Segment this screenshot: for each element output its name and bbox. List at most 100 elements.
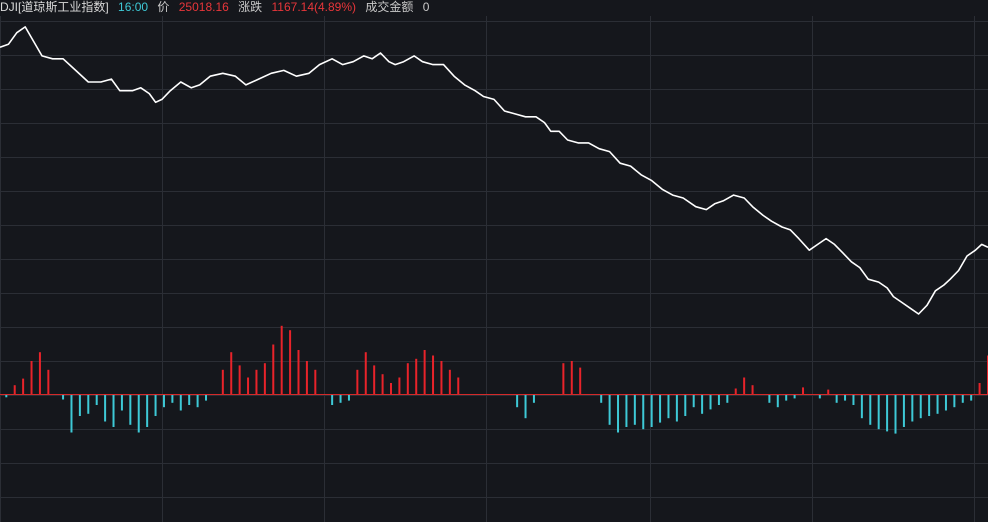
volume-bar bbox=[793, 394, 796, 399]
volume-bar bbox=[5, 394, 8, 398]
volume-bar bbox=[802, 387, 805, 394]
volume-bar bbox=[633, 394, 636, 425]
volume-bar bbox=[869, 394, 872, 425]
volume-bar bbox=[902, 394, 905, 427]
quote-header: DJI[道琼斯工业指数] 16:00 价 25018.16 涨跌 1167.14… bbox=[0, 0, 988, 16]
volume-bar bbox=[532, 394, 535, 403]
volume-bar bbox=[30, 361, 33, 394]
volume-bar bbox=[62, 394, 65, 400]
volume-bar bbox=[263, 363, 266, 394]
volume-bar bbox=[860, 394, 863, 419]
volume-bar bbox=[961, 394, 964, 403]
volume-bar bbox=[364, 352, 367, 394]
volume-bar bbox=[911, 394, 914, 422]
volume-bar bbox=[701, 394, 704, 414]
volume-bar bbox=[415, 358, 418, 394]
volume-bar bbox=[919, 394, 922, 419]
volume-bar bbox=[38, 352, 41, 394]
volume-bar bbox=[717, 394, 720, 405]
volume-bar bbox=[928, 394, 931, 416]
volume-bar bbox=[852, 394, 855, 405]
volume-bar bbox=[953, 394, 956, 408]
symbol-name[interactable]: DJI[道琼斯工业指数] bbox=[0, 0, 109, 14]
volume-bar bbox=[289, 330, 292, 394]
volume-bar bbox=[247, 377, 250, 394]
change-value: 1167.14(4.89%) bbox=[271, 0, 357, 14]
volume-bar bbox=[297, 350, 300, 394]
volume-bar bbox=[659, 394, 662, 423]
volume-bar bbox=[978, 383, 981, 394]
volume-bar bbox=[600, 394, 603, 403]
volume-bar bbox=[137, 394, 140, 433]
volume-bar bbox=[734, 388, 737, 394]
volume-bar bbox=[331, 394, 334, 405]
volume-bar bbox=[129, 394, 132, 425]
volume-bar bbox=[835, 394, 838, 403]
price-label: 价 bbox=[157, 0, 170, 14]
volume-bar bbox=[179, 394, 182, 411]
volume-bar bbox=[205, 394, 208, 401]
volume-bar bbox=[339, 394, 342, 403]
volume-bar bbox=[272, 344, 275, 394]
volume-bar bbox=[709, 394, 712, 410]
volume-bar bbox=[457, 377, 460, 394]
volume-bar bbox=[579, 367, 582, 394]
volume-bar bbox=[423, 350, 426, 394]
volume-bar bbox=[936, 394, 939, 414]
volume-bar bbox=[356, 369, 359, 394]
volume-bar bbox=[440, 361, 443, 394]
volume-bar bbox=[667, 394, 670, 419]
volume-bar bbox=[314, 369, 317, 394]
volume-bar bbox=[22, 378, 25, 394]
volume-bar bbox=[516, 394, 519, 408]
volume-bar bbox=[877, 394, 880, 430]
volume-bar bbox=[894, 394, 897, 434]
turnover-value: 0 bbox=[422, 0, 430, 14]
price-line bbox=[0, 26, 988, 315]
volume-bar bbox=[743, 377, 746, 394]
volume-bar bbox=[347, 394, 350, 401]
volume-bar bbox=[675, 394, 678, 422]
volume-bar bbox=[608, 394, 611, 425]
volume-bar bbox=[684, 394, 687, 416]
volume-bar bbox=[886, 394, 889, 432]
volume-bar bbox=[524, 394, 527, 419]
volume-bar bbox=[305, 361, 308, 394]
change-label: 涨跌 bbox=[238, 0, 263, 14]
volume-bar bbox=[625, 394, 628, 427]
volume-bar bbox=[844, 394, 847, 401]
volume-bar bbox=[70, 394, 73, 433]
volume-bar bbox=[650, 394, 653, 427]
volume-bar bbox=[970, 394, 973, 401]
volume-bar bbox=[238, 365, 241, 394]
turnover-label: 成交金额 bbox=[365, 0, 414, 14]
volume-bar bbox=[692, 394, 695, 408]
volume-bar bbox=[112, 394, 115, 427]
volume-bar bbox=[87, 394, 90, 414]
volume-bar bbox=[47, 369, 50, 394]
volume-bar bbox=[389, 383, 392, 394]
volume-bar bbox=[78, 394, 81, 416]
volume-bar bbox=[230, 352, 233, 394]
volume-bar bbox=[373, 365, 376, 394]
volume-bar bbox=[162, 394, 165, 408]
price-value: 25018.16 bbox=[178, 0, 229, 14]
volume-bar bbox=[617, 394, 620, 433]
volume-bar bbox=[827, 389, 830, 394]
volume-bar bbox=[255, 369, 258, 394]
volume-bar bbox=[146, 394, 149, 427]
volume-bar bbox=[570, 361, 573, 394]
volume-bar bbox=[280, 325, 283, 394]
volume-bar bbox=[13, 385, 16, 394]
volume-bar bbox=[818, 394, 821, 399]
volume-bar bbox=[751, 385, 754, 394]
volume-bar bbox=[95, 394, 98, 405]
volume-bar bbox=[785, 394, 788, 401]
quote-time: 16:00 bbox=[118, 0, 149, 14]
volume-bar bbox=[944, 394, 947, 411]
volume-bar bbox=[448, 369, 451, 394]
volume-bar bbox=[188, 394, 191, 405]
volume-bar bbox=[776, 394, 779, 408]
index-chart[interactable] bbox=[0, 16, 988, 522]
volume-bar bbox=[562, 363, 565, 394]
